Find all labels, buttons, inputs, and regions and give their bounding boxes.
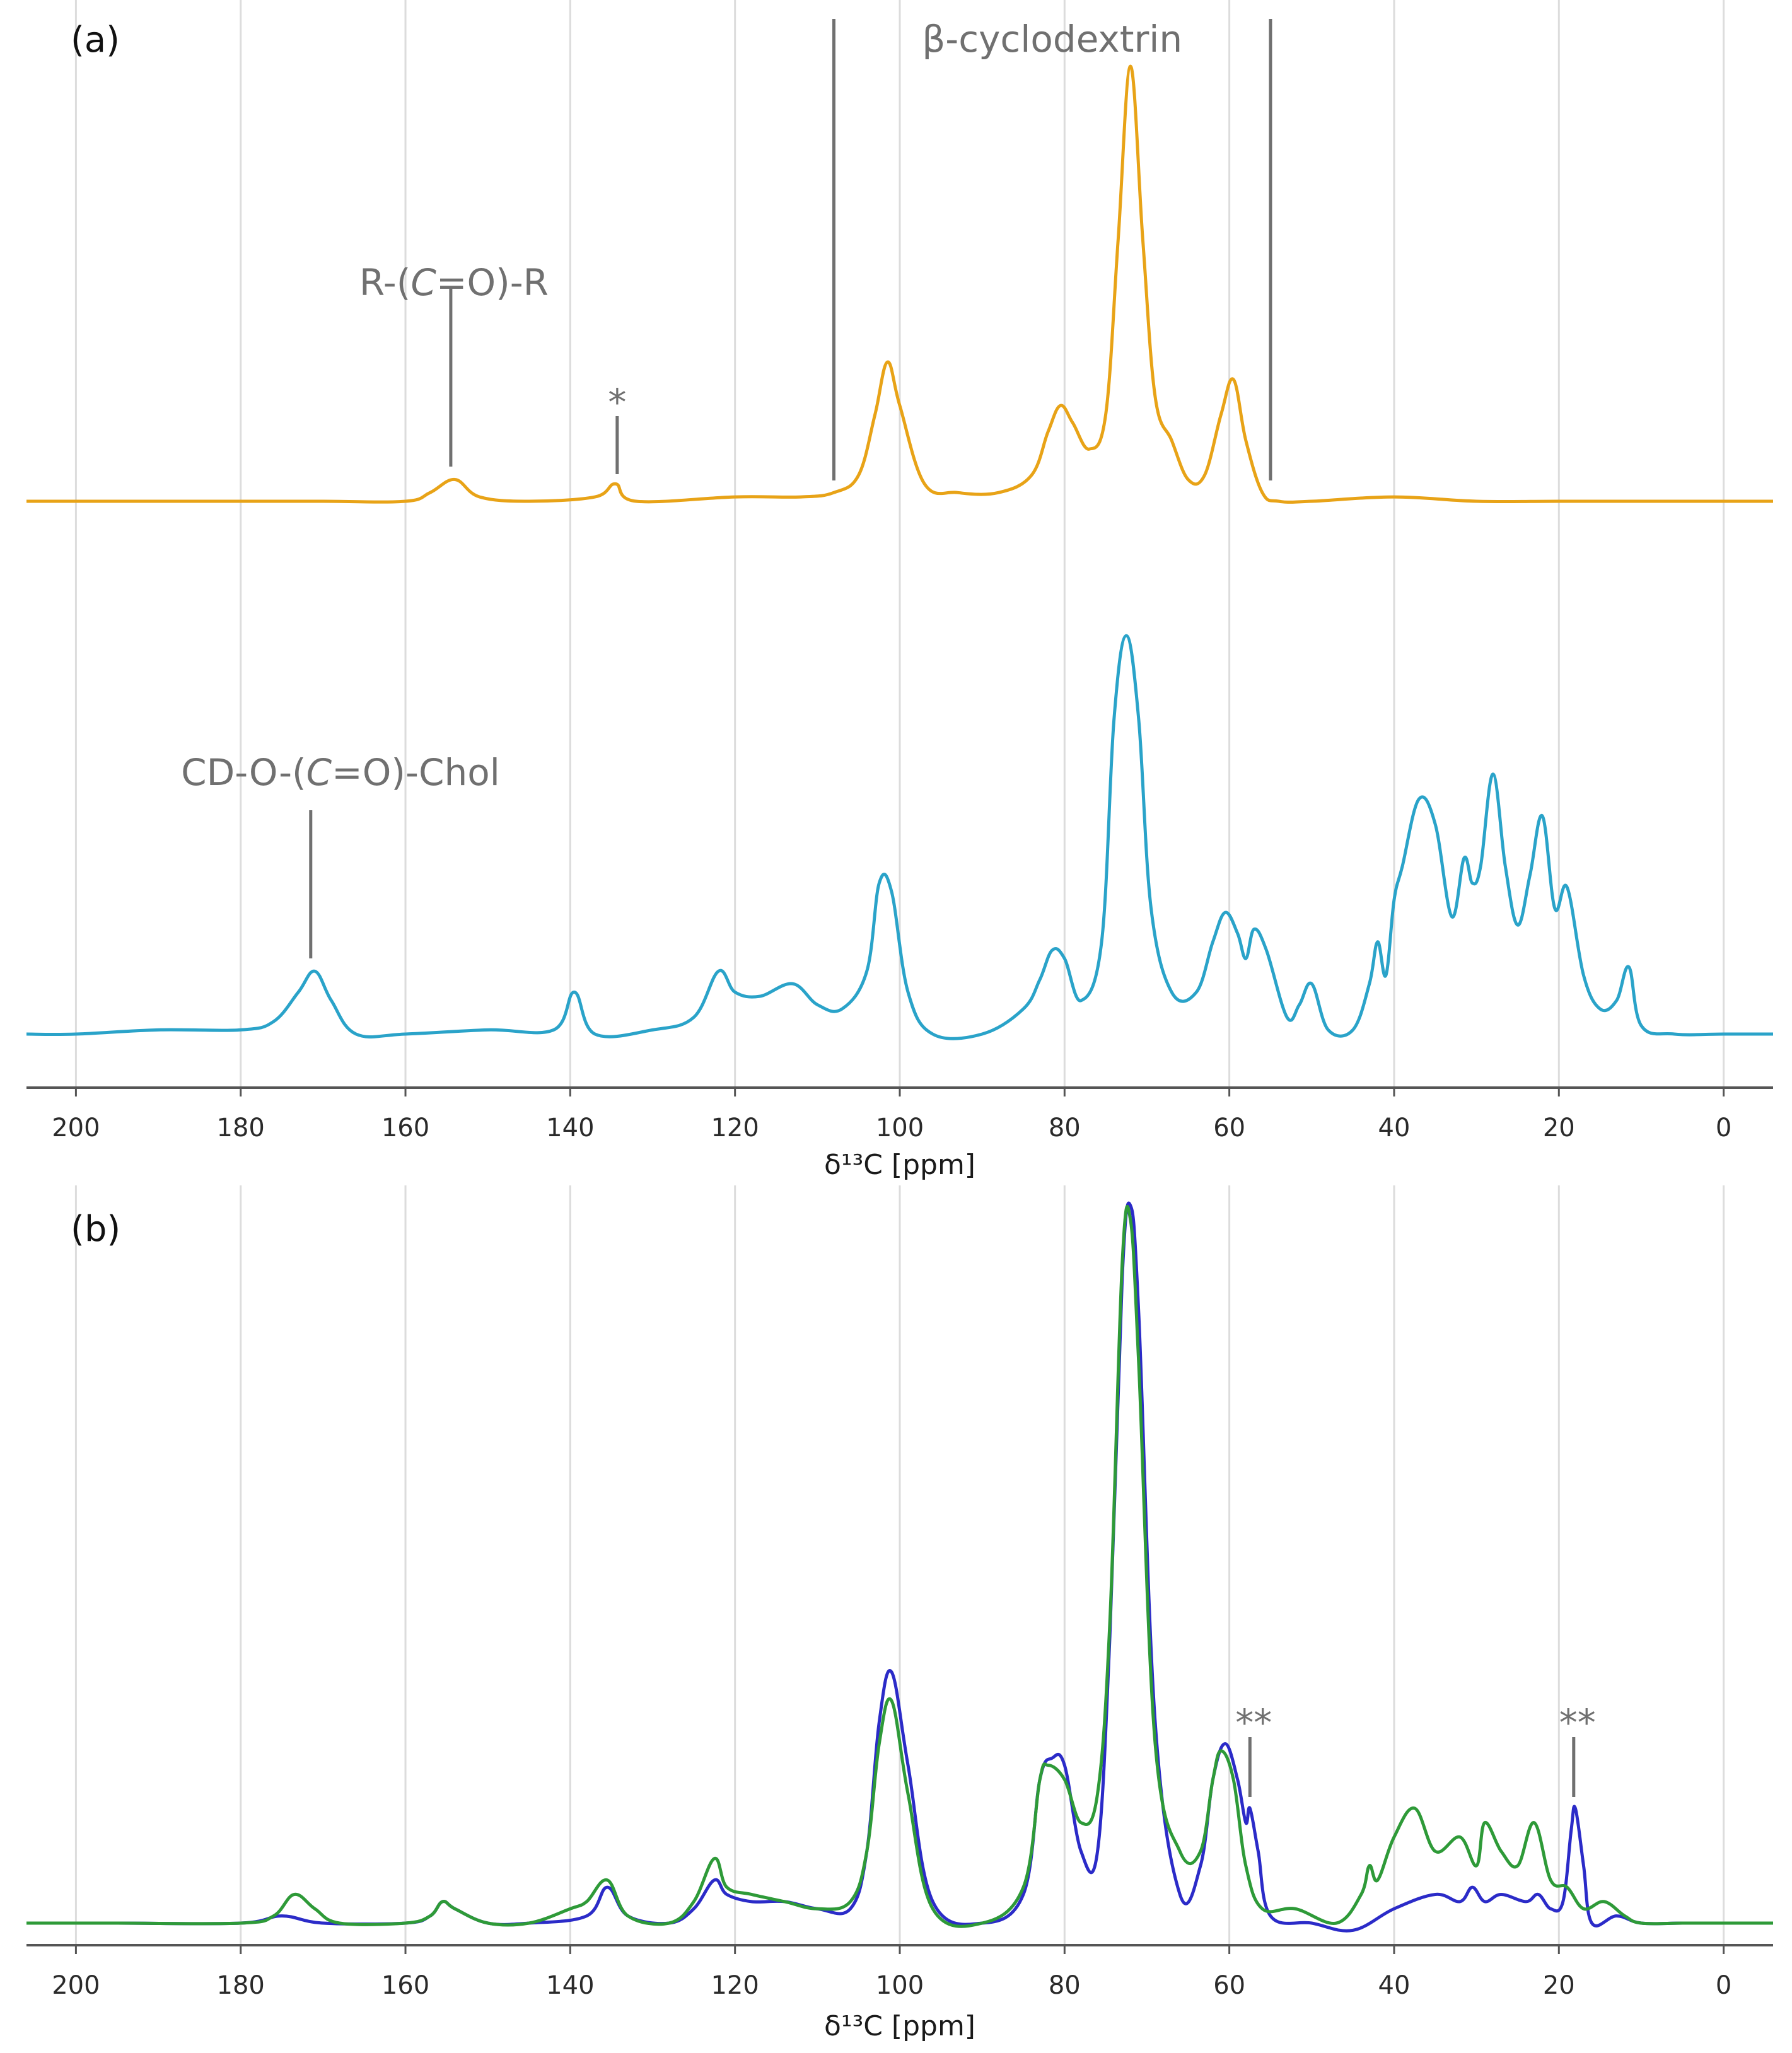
x-tick-label: 160 — [381, 1971, 429, 2000]
panel-a-spectrum: β-cyclodextrinR-(C=O)-R*CD-O-(C=O)-Chol … — [26, 0, 1773, 1181]
x-tick-label: 60 — [1213, 1971, 1245, 2000]
x-tick-label: 20 — [1543, 1971, 1575, 2000]
panel-a-x-ticks: 200 180 160 140 120 100 80 60 40 20 0 — [52, 1088, 1731, 1143]
x-tick-label: 80 — [1049, 1114, 1081, 1143]
x-tick-label: 180 — [217, 1971, 265, 2000]
panel-b-series — [26, 1201, 1773, 1933]
x-tick-label: 20 — [1543, 1114, 1575, 1143]
x-tick-label: 80 — [1049, 1971, 1081, 2000]
panel-b-annotations: ** ** — [1235, 1701, 1596, 1797]
panel-a-series — [26, 64, 1773, 1040]
star-marker-label: * — [608, 381, 626, 424]
x-tick-label: 200 — [52, 1971, 100, 2000]
x-tick-label: 40 — [1378, 1114, 1411, 1143]
x-tick-label: 180 — [217, 1114, 265, 1143]
x-tick-label: 140 — [546, 1114, 594, 1143]
x-tick-label: 120 — [711, 1114, 759, 1143]
x-tick-label: 200 — [52, 1114, 100, 1143]
panel-b-gridlines — [74, 1185, 1725, 1945]
x-tick-label: 40 — [1378, 1971, 1411, 2000]
x-tick-label: 160 — [381, 1114, 429, 1143]
double-star-marker-label-1: ** — [1235, 1701, 1272, 1744]
ester-label: CD-O-(C=O)-Chol — [181, 751, 500, 794]
x-tick-label: 100 — [876, 1971, 924, 2000]
panel-b-spectrum: ** ** 200 180 160 140 120 100 80 60 40 20 0 (b) δ¹³… — [26, 1185, 1773, 2042]
x-tick-label: 0 — [1716, 1971, 1731, 2000]
x-tick-label: 0 — [1716, 1114, 1731, 1143]
cyclodextrin-label: β-cyclodextrin — [922, 18, 1182, 61]
x-tick-label: 60 — [1213, 1114, 1245, 1143]
spectrum-line-2 — [26, 1204, 1773, 1928]
panel-a-label: (a) — [71, 20, 120, 61]
spectrum-line-1 — [26, 64, 1773, 504]
x-tick-label: 120 — [711, 1971, 759, 2000]
spectrum-line-2 — [26, 634, 1773, 1040]
x-tick-label: 100 — [876, 1114, 924, 1143]
panel-a-x-axis-title: δ¹³C [ppm] — [824, 1149, 975, 1181]
double-star-marker-label-2: ** — [1559, 1701, 1596, 1744]
panel-b-label: (b) — [71, 1209, 120, 1250]
panel-b-x-axis-title: δ¹³C [ppm] — [824, 2010, 975, 2042]
panel-a-annotations: β-cyclodextrin R-(C=O)-R * CD-O-(C=O)-Chol — [181, 18, 1272, 958]
ketone-label: R-(C=O)-R — [359, 261, 549, 304]
x-tick-label: 140 — [546, 1971, 594, 2000]
panel-b-x-ticks: 200 180 160 140 120 100 80 60 40 20 0 — [52, 1945, 1731, 2000]
